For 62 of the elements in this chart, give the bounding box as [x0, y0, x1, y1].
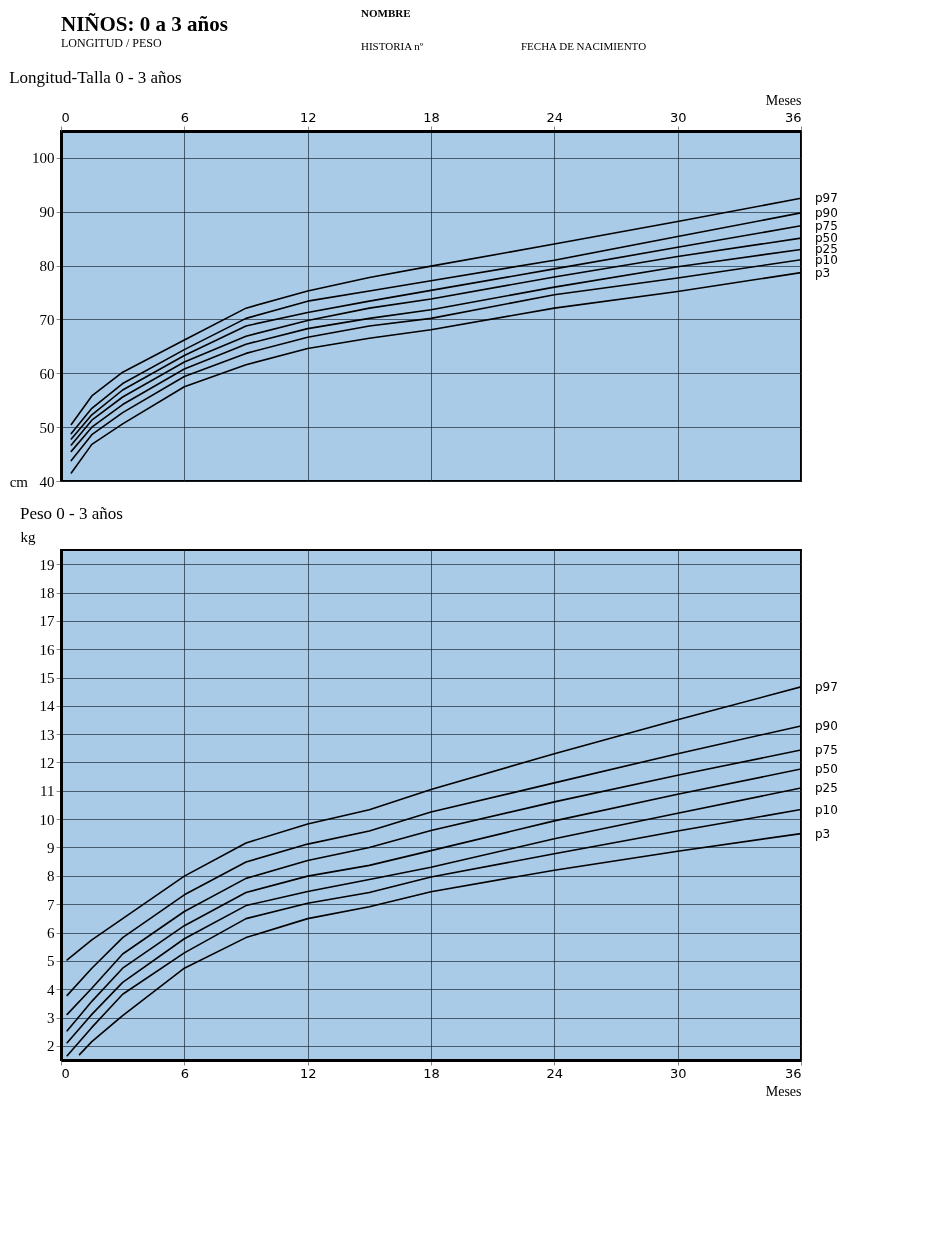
y-tick-label: 3 [47, 1010, 55, 1026]
x-axis-title: Meses [765, 92, 802, 108]
y-tick-label: 16 [39, 641, 55, 658]
y-tick-label: 5 [47, 953, 55, 970]
series-label: p25 [815, 781, 838, 795]
chart-title: Longitud-Talla 0 - 3 años [9, 68, 182, 87]
x-tick-label: 36 [784, 1065, 802, 1081]
y-tick-label: 100 [32, 150, 55, 167]
y-tick-label: 2 [47, 1038, 55, 1055]
x-tick-label: 24 [546, 1065, 564, 1081]
x-tick-label: 6 [180, 109, 189, 125]
series-label: p97 [815, 679, 838, 694]
y-tick-label: 15 [39, 670, 55, 686]
x-tick-label: 30 [669, 1065, 687, 1081]
y-tick-label: 70 [39, 311, 55, 328]
series-label: p3 [815, 826, 831, 841]
x-tick-label: 6 [180, 1065, 189, 1081]
y-tick-label: 17 [39, 613, 55, 630]
y-tick-label: 9 [47, 840, 55, 856]
x-axis-title: Meses [765, 1083, 802, 1099]
series-label: p90 [815, 205, 838, 220]
x-tick-label: 12 [299, 109, 317, 125]
y-tick-label: 12 [39, 755, 55, 771]
x-tick-label: 24 [546, 109, 564, 125]
series-label: p50 [815, 762, 838, 777]
text: HISTORIA nº [361, 40, 424, 52]
x-tick-label: 30 [669, 109, 687, 125]
series-label: p75 [815, 218, 838, 233]
y-tick-label: 60 [39, 365, 55, 382]
y-tick-label: 50 [39, 419, 55, 436]
y-tick-label: 14 [39, 698, 55, 715]
y-tick-label: 7 [47, 896, 55, 913]
series-label: p50 [815, 231, 838, 246]
x-tick-label: 0 [61, 1065, 70, 1081]
y-tick-label: 8 [47, 868, 55, 885]
x-tick-label: 0 [61, 109, 70, 125]
y-axis-title: kg [20, 528, 36, 545]
y-tick-label: 11 [40, 783, 55, 800]
text: LONGITUD / PESO [61, 36, 162, 50]
y-tick-label: 10 [39, 811, 55, 828]
y-tick-label: 40 [39, 473, 55, 490]
chart-title: Peso 0 - 3 años [20, 504, 123, 523]
series-label: p90 [815, 718, 838, 733]
series-label: p97 [815, 191, 838, 206]
y-tick-label: 6 [47, 925, 55, 941]
y-tick-label: 90 [39, 204, 55, 221]
y-tick-label: 13 [39, 726, 55, 743]
x-tick-label: 36 [784, 109, 802, 125]
text: NIÑOS: 0 a 3 años [61, 12, 228, 36]
x-tick-label: 18 [423, 1065, 440, 1081]
y-tick-label: 19 [39, 556, 55, 573]
y-tick-label: 18 [39, 585, 55, 601]
text: FECHA DE NACIMIENTO [521, 40, 647, 52]
series-label: p75 [815, 743, 838, 758]
y-tick-label: 4 [47, 981, 55, 998]
series-label: p3 [815, 265, 831, 280]
y-axis-title: cm [9, 473, 29, 490]
text: NOMBRE [361, 7, 411, 19]
x-tick-label: 18 [423, 109, 440, 125]
series-label: p10 [815, 802, 838, 817]
x-tick-label: 12 [299, 1065, 317, 1081]
y-tick-label: 80 [39, 258, 55, 275]
